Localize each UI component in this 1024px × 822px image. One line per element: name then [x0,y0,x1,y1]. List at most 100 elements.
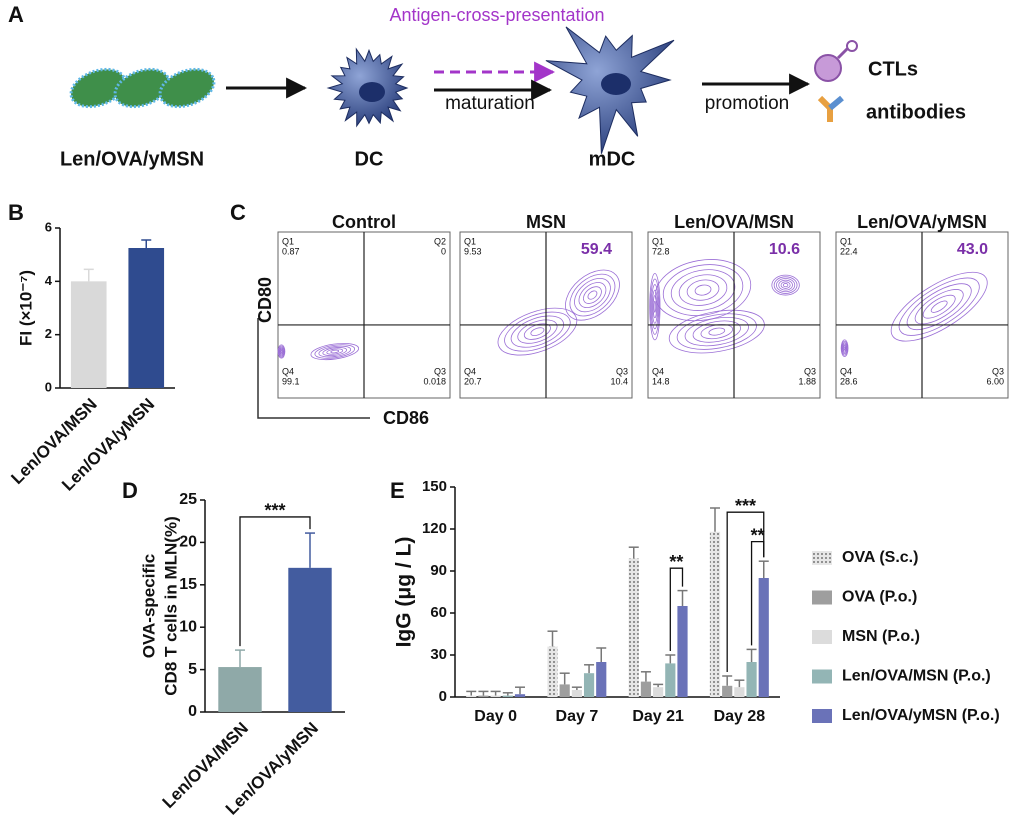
diagram-label: DC [355,148,384,170]
y-tick-label: 120 [422,520,447,537]
quadrant-name: Q4 [652,366,664,376]
significance-bracket [726,511,765,672]
contour [773,276,798,294]
y-tick-label: 0 [188,703,197,720]
quadrant-value: 59.4 [581,241,612,258]
bar [709,531,721,697]
contour [279,347,284,356]
contour [314,344,356,359]
flow-title: Control [332,212,396,232]
y-tick-label: 30 [430,646,447,663]
contour [650,278,660,335]
contour [708,327,726,336]
quadrant-name: Q3 [616,366,628,376]
y-tick-label: 15 [179,576,197,593]
quadrant-name: Q1 [464,236,476,246]
contour [583,286,602,304]
contour [930,300,948,313]
legend-label: Len/OVA/yMSN (P.o.) [842,707,1000,724]
flow-x-label: CD86 [383,408,429,428]
bar [628,558,639,697]
quadrant-value: 10.4 [610,376,628,386]
quadrant-value: 0 [441,246,446,256]
x-tick-label: Day 28 [714,708,766,725]
legend-swatch [812,669,832,684]
quadrant-value: 28.6 [840,376,858,386]
flow-title: MSN [526,212,566,232]
cells [326,26,675,154]
flow-axis [257,318,370,419]
contour [277,344,286,359]
x-tick-label: Day 0 [474,708,517,725]
flow-title: Len/OVA/yMSN [857,212,987,232]
contour [668,309,765,354]
bar [70,281,107,388]
y-tick-label: 10 [179,618,197,635]
contour [843,345,847,352]
y-tick-label: 5 [188,661,197,678]
quadrant-name: Q1 [652,236,664,246]
legend-label: OVA (S.c.) [842,549,918,566]
quadrant-value: 1.88 [798,376,816,386]
bar [218,667,262,712]
panel-letter: A [8,2,24,27]
contour [565,269,620,321]
diagram-label: Antigen-cross-presentation [389,5,604,25]
quadrant-value: 20.7 [464,376,482,386]
bar [288,567,332,712]
bar [640,681,652,697]
legend-swatch [812,590,832,605]
contour [318,345,352,358]
y-tick-label: 2 [45,326,52,341]
quadrant-value: 0.87 [282,246,300,256]
y-tick-label: 0 [45,379,52,394]
panel-letter: B [8,200,24,225]
bar [596,662,607,697]
y-tick-label: 4 [45,273,53,288]
diagram-label: promotion [705,93,790,114]
contour [504,311,571,352]
quadrant-value: 6.00 [986,376,1004,386]
bar [478,695,489,697]
quadrant-value: 43.0 [957,241,988,258]
quadrant-value: 22.4 [840,246,858,256]
contour [841,342,848,355]
contour [574,277,611,313]
y-tick-label: 0 [439,688,447,705]
antibody-icon [817,95,844,122]
panel-letter: E [390,478,405,503]
flow-y-label: CD80 [255,277,275,323]
quadrant-name: Q3 [434,366,446,376]
contour [569,273,616,317]
legend-label: MSN (P.o.) [842,628,920,645]
contour [771,274,800,296]
quadrant-value: 9.53 [464,246,482,256]
bar [583,673,595,697]
quadrant-value: 10.6 [769,241,800,258]
flow-title: Len/OVA/MSN [674,212,794,232]
contour [587,290,598,300]
bar [653,687,664,697]
contour [310,342,360,361]
y-tick-label: 20 [179,534,197,551]
quadrant-name: Q1 [282,236,294,246]
contour [649,273,661,341]
contour [678,274,728,306]
diagram-label: CTLs [868,58,918,80]
legend-swatch [812,709,832,723]
quadrant-value: 14.8 [652,376,670,386]
panel-letter: D [122,478,138,503]
contour [278,345,285,358]
legend-label: Len/OVA/MSN (P.o.) [842,668,991,685]
diagram-label: maturation [445,93,535,114]
quadrant-name: Q3 [992,366,1004,376]
contour [330,349,340,354]
contour [778,279,793,291]
contour [651,289,658,324]
bar [677,606,688,697]
significance-bracket [239,516,311,647]
contour [776,278,796,293]
significance-label: *** [264,501,285,521]
significance-bracket [750,540,765,646]
